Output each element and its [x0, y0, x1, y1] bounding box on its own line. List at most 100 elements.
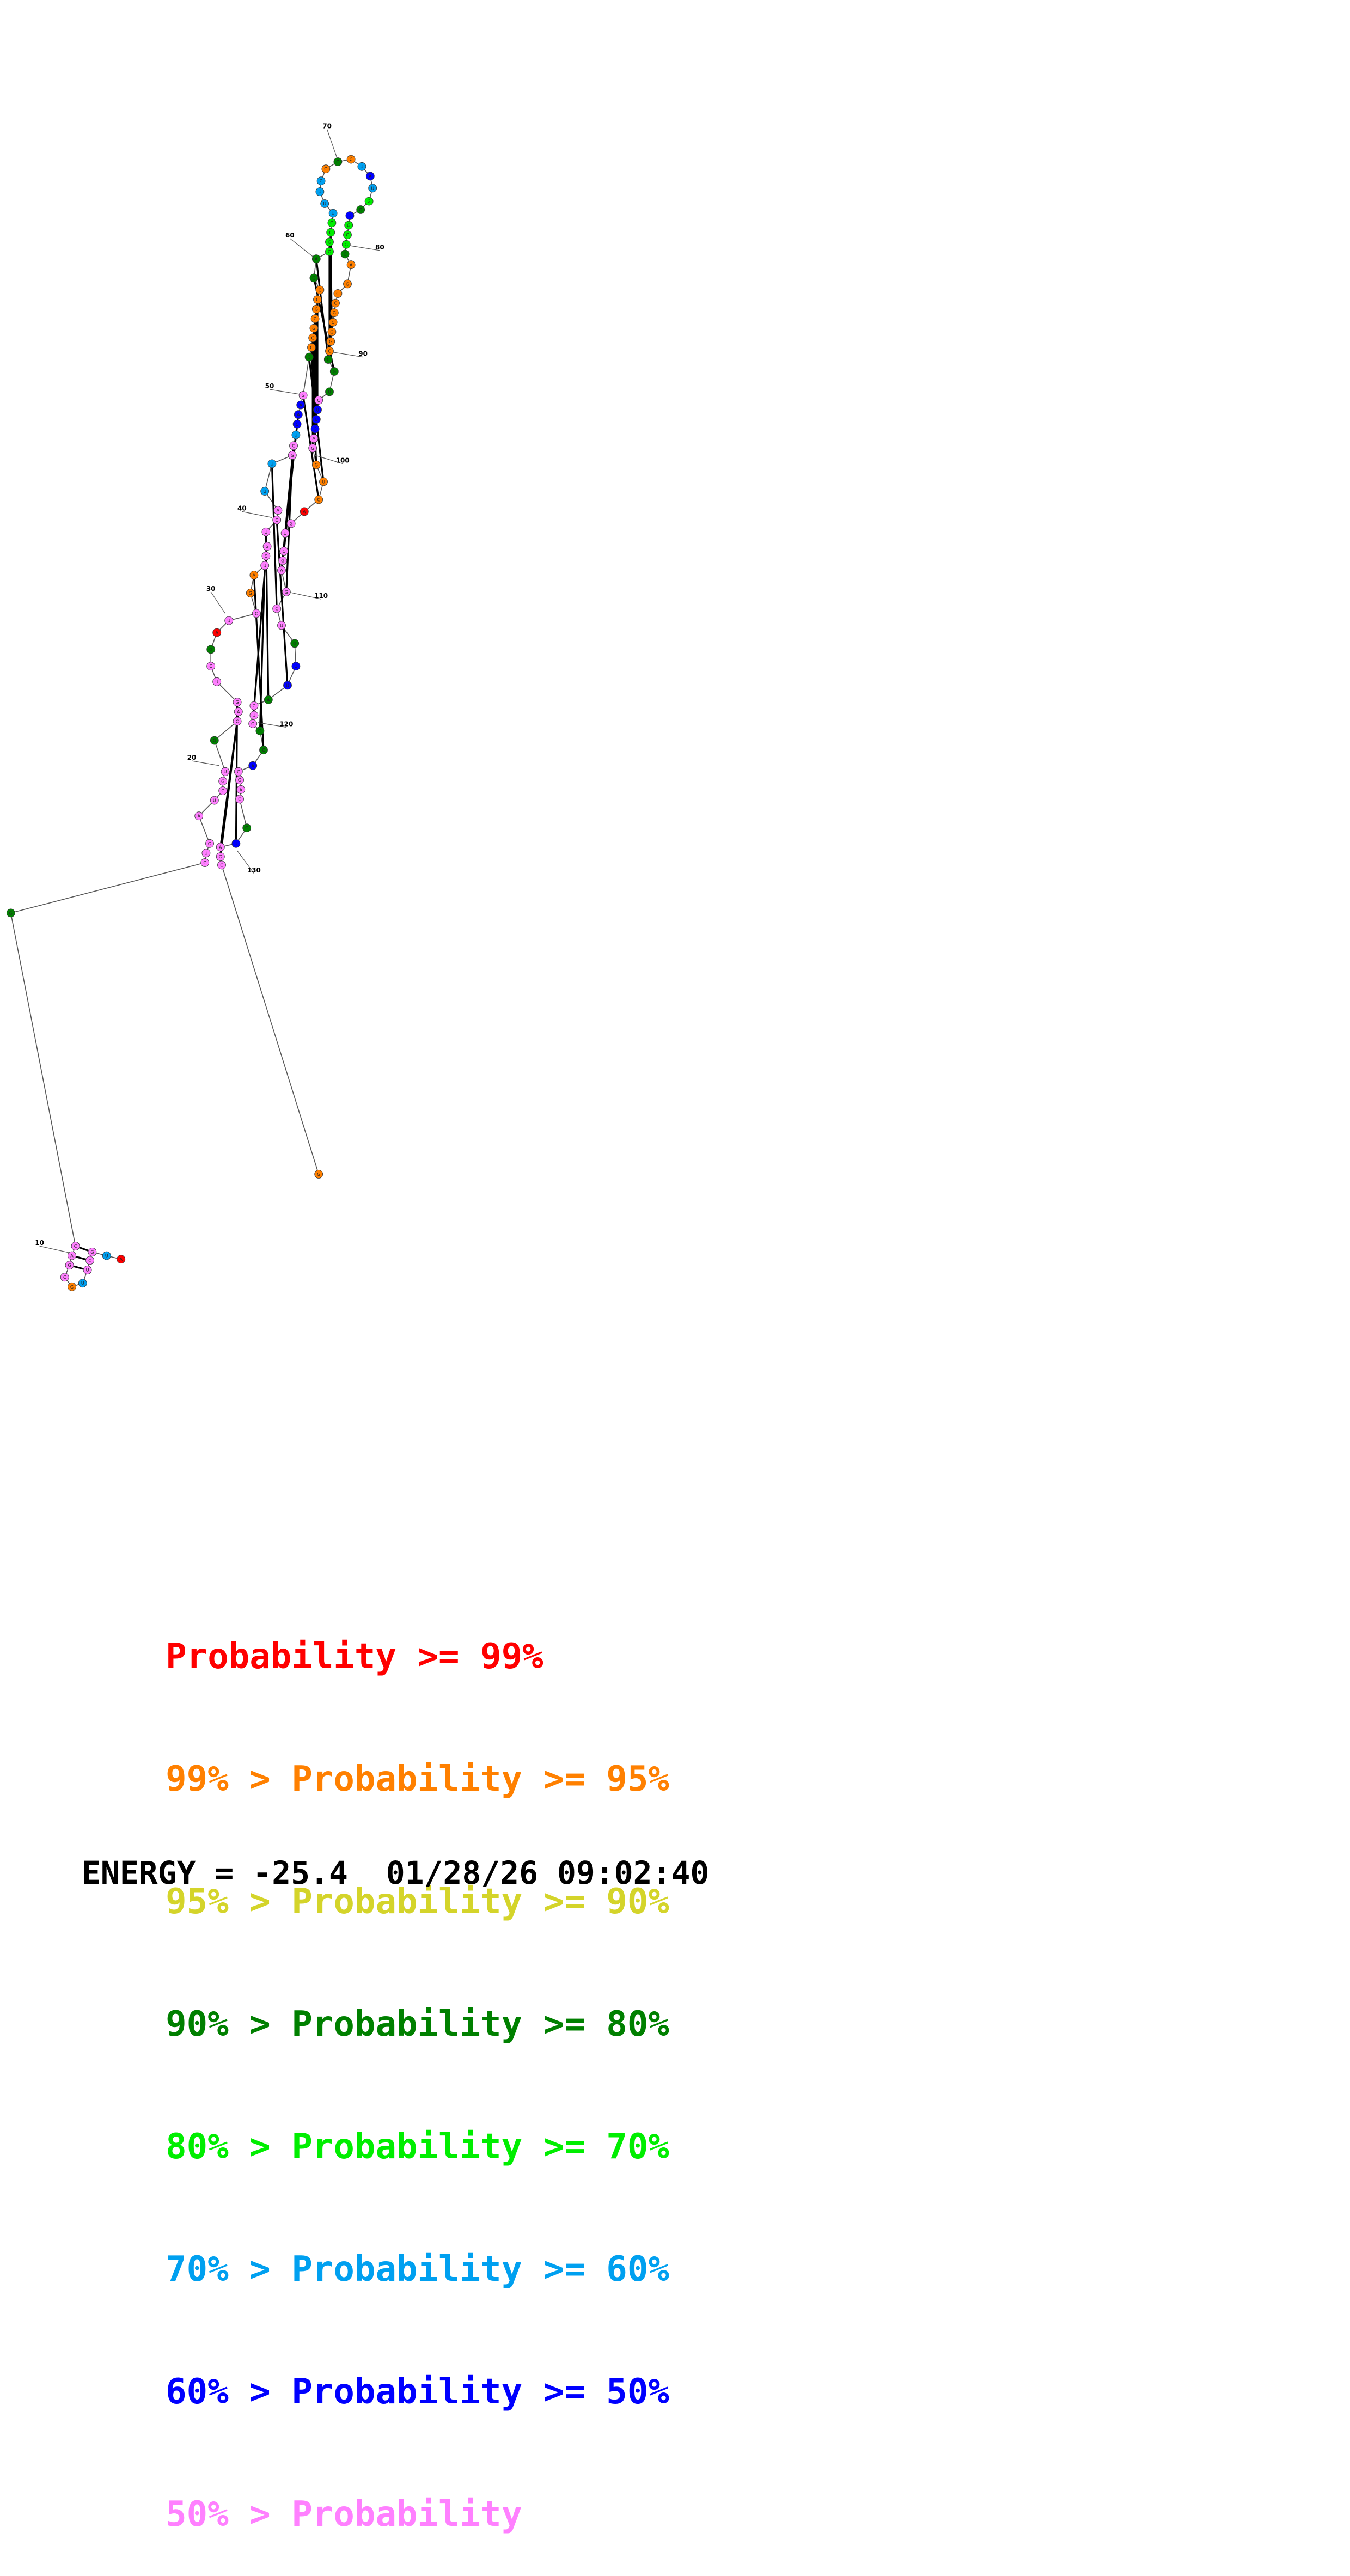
svg-text:U: U: [284, 531, 287, 536]
nucleotide: G: [248, 719, 258, 728]
svg-text:C: C: [350, 157, 353, 162]
svg-text:C: C: [311, 335, 314, 340]
base-pair-bond: [252, 556, 267, 724]
svg-text:C: C: [275, 518, 278, 523]
legend-prefix: 99% >: [166, 1759, 292, 1799]
probability-legend: Probability >= 99% 99% > Probability >= …: [82, 1514, 669, 2535]
svg-text:C: C: [317, 398, 320, 403]
svg-text:U: U: [224, 770, 227, 774]
nucleotide: U: [201, 849, 211, 858]
nucleotide: C: [315, 285, 325, 295]
svg-text:U: U: [328, 389, 331, 394]
svg-text:U: U: [318, 190, 321, 194]
svg-text:A: A: [119, 1257, 123, 1262]
svg-text:G: G: [68, 1263, 71, 1268]
svg-text:A: A: [251, 764, 254, 768]
svg-text:U: U: [315, 417, 318, 422]
nucleotide: C: [272, 515, 282, 524]
nucleotide: C: [307, 343, 316, 352]
legend-suffix: >= 50%: [522, 2372, 669, 2412]
svg-text:U: U: [371, 186, 374, 191]
nucleotide: A: [212, 628, 222, 637]
svg-text:G: G: [359, 207, 362, 212]
svg-text:G: G: [329, 339, 332, 344]
nucleotide: A: [248, 761, 258, 770]
index-tick: [269, 389, 300, 395]
nucleotide: G: [68, 1282, 76, 1291]
svg-text:U: U: [322, 479, 325, 484]
svg-text:G: G: [324, 167, 327, 172]
svg-text:G: G: [70, 1285, 74, 1290]
nucleotide: G: [311, 460, 321, 469]
svg-text:G: G: [221, 779, 224, 784]
svg-text:G: G: [291, 453, 294, 458]
svg-text:C: C: [317, 497, 320, 502]
svg-text:G: G: [208, 841, 211, 846]
nucleotide: A: [273, 506, 283, 515]
nucleotide: G: [205, 839, 214, 848]
nucleotide: U: [319, 477, 328, 486]
nucleotide: C: [308, 333, 317, 343]
svg-text:G: G: [330, 221, 333, 225]
svg-text:G: G: [281, 559, 284, 564]
svg-text:G: G: [285, 590, 288, 595]
nucleotide: U: [261, 527, 271, 536]
nucleotide: A: [309, 434, 319, 443]
svg-text:U: U: [263, 489, 266, 494]
index-tick: [350, 245, 380, 251]
svg-text:A: A: [315, 257, 318, 261]
index-tick: [39, 1246, 72, 1254]
svg-text:G: G: [312, 326, 315, 331]
svg-text:C: C: [88, 1258, 91, 1263]
legend-row-p95: 99% > Probability >= 95%: [82, 1718, 669, 1799]
svg-text:G: G: [336, 291, 339, 296]
legend-row-p99: Probability >= 99%: [82, 1596, 669, 1677]
nucleotide: G: [309, 323, 319, 333]
index-tick: [327, 129, 337, 157]
svg-text:A: A: [350, 263, 353, 267]
nucleotide: C: [289, 441, 298, 450]
svg-text:C: C: [63, 1275, 66, 1280]
svg-text:A: A: [313, 436, 316, 441]
timestamp: 01/28/26 09:02:40: [386, 1854, 710, 1891]
nucleotide: U: [249, 711, 259, 720]
nucleotide: C: [235, 795, 244, 804]
index-tick: [257, 722, 286, 728]
svg-text:C: C: [319, 288, 322, 292]
nucleotide: C: [328, 318, 338, 327]
svg-text:C: C: [320, 179, 323, 184]
svg-text:C: C: [209, 664, 212, 669]
svg-text:G: G: [347, 223, 350, 228]
nucleotide: U: [315, 187, 325, 196]
nucleotide: C: [326, 228, 335, 237]
nucleotide: G: [325, 237, 334, 247]
base-pair-bond: [253, 575, 265, 750]
nucleotide: G: [329, 308, 339, 318]
index-tick: [315, 455, 343, 464]
svg-text:A: A: [253, 573, 256, 578]
nucleotide: C: [314, 395, 323, 405]
svg-text:A: A: [215, 631, 218, 636]
nucleotide: G: [333, 157, 343, 166]
svg-text:A: A: [369, 174, 372, 179]
legend-prefix: 50% >: [166, 2494, 292, 2535]
svg-text:C: C: [74, 1244, 77, 1249]
svg-text:C: C: [328, 349, 331, 354]
nucleotide: U: [221, 767, 230, 776]
svg-text:G: G: [333, 369, 336, 374]
index-label: 30: [206, 585, 216, 593]
svg-text:U: U: [227, 619, 230, 624]
svg-text:G: G: [238, 778, 241, 783]
index-label: 70: [322, 123, 332, 130]
legend-suffix: >= 99%: [396, 1637, 543, 1677]
nucleotide: G: [282, 587, 291, 596]
nucleotide: A: [294, 410, 303, 419]
nucleotide: U: [212, 677, 222, 686]
svg-text:C: C: [344, 252, 347, 257]
legend-row-p50: 60% > Probability >= 50%: [82, 2331, 669, 2412]
svg-text:C: C: [265, 554, 268, 559]
index-label: 110: [314, 592, 328, 600]
nucleotide: U: [78, 1279, 87, 1288]
index-label: 130: [247, 866, 261, 874]
legend-suffix: >= 95%: [522, 1759, 669, 1799]
